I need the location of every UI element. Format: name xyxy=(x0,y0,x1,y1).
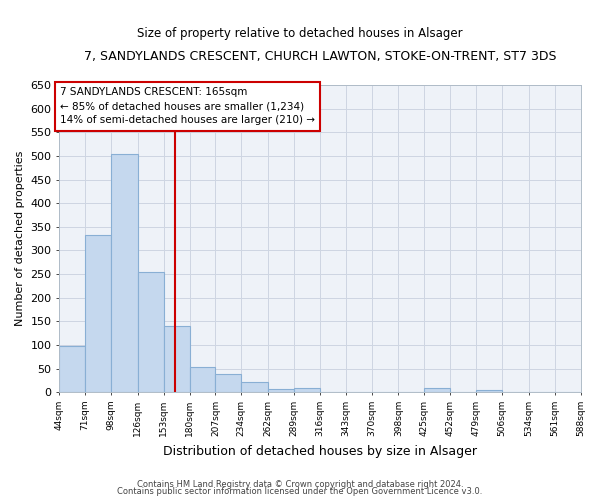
Bar xyxy=(111,154,138,392)
Text: Contains HM Land Registry data © Crown copyright and database right 2024.: Contains HM Land Registry data © Crown c… xyxy=(137,480,463,489)
Bar xyxy=(294,388,320,392)
Text: Contains public sector information licensed under the Open Government Licence v3: Contains public sector information licen… xyxy=(118,488,482,496)
Bar xyxy=(215,374,241,392)
Bar xyxy=(190,367,215,392)
Bar xyxy=(59,346,85,392)
Bar xyxy=(85,235,111,392)
Text: 7 SANDYLANDS CRESCENT: 165sqm
← 85% of detached houses are smaller (1,234)
14% o: 7 SANDYLANDS CRESCENT: 165sqm ← 85% of d… xyxy=(60,88,315,126)
Bar xyxy=(424,388,450,392)
X-axis label: Distribution of detached houses by size in Alsager: Distribution of detached houses by size … xyxy=(163,444,477,458)
Bar xyxy=(476,390,502,392)
Y-axis label: Number of detached properties: Number of detached properties xyxy=(15,151,25,326)
Bar xyxy=(241,382,268,392)
Title: 7, SANDYLANDS CRESCENT, CHURCH LAWTON, STOKE-ON-TRENT, ST7 3DS: 7, SANDYLANDS CRESCENT, CHURCH LAWTON, S… xyxy=(83,50,556,63)
Bar xyxy=(138,272,164,392)
Bar xyxy=(268,389,294,392)
Bar xyxy=(164,326,190,392)
Text: Size of property relative to detached houses in Alsager: Size of property relative to detached ho… xyxy=(137,28,463,40)
